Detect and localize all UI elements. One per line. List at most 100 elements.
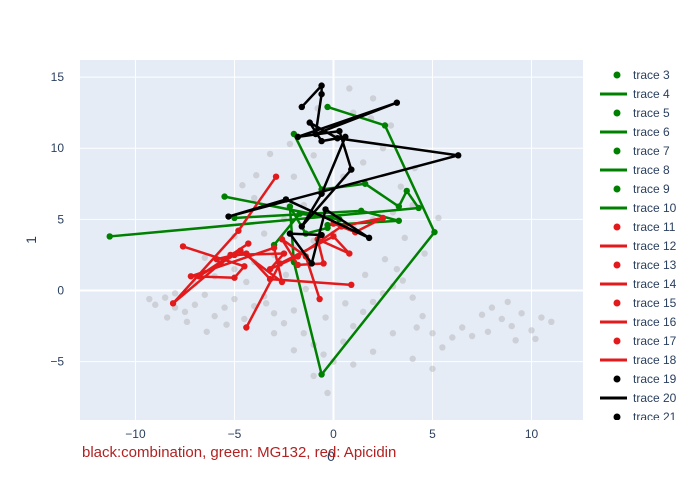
background-point bbox=[201, 254, 208, 261]
series-point bbox=[286, 230, 294, 237]
legend-item[interactable]: trace 21 bbox=[613, 410, 677, 424]
legend-item[interactable]: trace 18 bbox=[600, 353, 677, 367]
series-point bbox=[322, 206, 329, 213]
legend-item[interactable]: trace 8 bbox=[600, 163, 670, 177]
series-point bbox=[179, 243, 187, 250]
legend[interactable]: trace 3 trace 4 trace 5 trace 6 trace 7 trace… bbox=[600, 68, 677, 424]
legend-label: trace 17 bbox=[633, 334, 677, 348]
legend-label: trace 13 bbox=[633, 258, 677, 272]
legend-item[interactable]: trace 11 bbox=[613, 220, 676, 234]
background-point bbox=[146, 295, 153, 303]
background-point bbox=[239, 182, 246, 189]
series-point bbox=[272, 173, 280, 180]
series-point bbox=[306, 119, 313, 126]
background-point bbox=[231, 265, 238, 273]
legend-label: trace 11 bbox=[633, 220, 676, 234]
series-point bbox=[169, 300, 177, 307]
legend-item[interactable]: trace 16 bbox=[600, 315, 677, 329]
series-point bbox=[227, 251, 234, 259]
background-point bbox=[518, 310, 525, 317]
series-point bbox=[379, 214, 387, 222]
series-point bbox=[381, 122, 389, 129]
legend-item[interactable]: trace 4 bbox=[600, 87, 670, 101]
background-point bbox=[163, 314, 171, 321]
x-tick-label: −10 bbox=[125, 427, 146, 441]
series-point bbox=[316, 295, 323, 303]
series-point bbox=[318, 82, 325, 89]
background-point bbox=[181, 308, 189, 316]
series-point bbox=[346, 250, 353, 257]
x-axis-title: 0 bbox=[327, 448, 335, 464]
series-point bbox=[298, 223, 305, 230]
background-point bbox=[282, 271, 290, 279]
series-point bbox=[294, 133, 302, 141]
legend-label: trace 12 bbox=[633, 239, 677, 253]
legend-label: trace 16 bbox=[633, 315, 677, 329]
background-point bbox=[381, 256, 389, 263]
background-point bbox=[241, 315, 248, 323]
legend-item[interactable]: trace 12 bbox=[600, 239, 677, 253]
series-point bbox=[231, 274, 238, 281]
legend-item[interactable]: trace 6 bbox=[600, 125, 670, 139]
background-point bbox=[449, 334, 456, 341]
legend-item[interactable]: trace 15 bbox=[613, 296, 677, 310]
background-point bbox=[223, 321, 230, 328]
series-point bbox=[225, 213, 232, 220]
legend-label: trace 3 bbox=[633, 68, 670, 82]
background-point bbox=[300, 330, 307, 337]
background-point bbox=[468, 332, 476, 340]
series-point bbox=[286, 203, 294, 210]
background-point bbox=[369, 298, 377, 306]
series-point bbox=[431, 228, 438, 236]
y-tick-label: 10 bbox=[51, 141, 65, 155]
series-point bbox=[235, 227, 242, 234]
legend-item[interactable]: trace 10 bbox=[600, 201, 677, 215]
legend-item[interactable]: trace 19 bbox=[613, 372, 677, 386]
legend-label: trace 15 bbox=[633, 296, 677, 310]
legend-item[interactable]: trace 7 bbox=[613, 144, 671, 158]
background-point bbox=[280, 320, 288, 327]
series-point bbox=[330, 233, 337, 240]
legend-item[interactable]: trace 17 bbox=[613, 334, 677, 348]
background-point bbox=[387, 122, 395, 129]
legend-label: trace 9 bbox=[633, 182, 670, 196]
legend-marker bbox=[613, 71, 621, 79]
background-point bbox=[290, 307, 298, 314]
series-layer bbox=[106, 82, 462, 378]
series-point bbox=[334, 135, 341, 142]
series-point bbox=[395, 217, 403, 224]
series-point bbox=[342, 133, 349, 141]
background-point bbox=[251, 194, 258, 202]
legend-label: trace 19 bbox=[633, 372, 677, 386]
y-tick-label: 0 bbox=[57, 284, 64, 298]
legend-item[interactable]: trace 14 bbox=[600, 277, 677, 291]
series-point bbox=[365, 234, 373, 242]
legend-item[interactable]: trace 3 bbox=[613, 68, 671, 82]
legend-item[interactable]: trace 13 bbox=[613, 258, 677, 272]
legend-item[interactable]: trace 20 bbox=[600, 391, 677, 405]
legend-item[interactable]: trace 5 bbox=[613, 106, 671, 120]
legend-marker bbox=[613, 375, 621, 383]
y-tick-label: −5 bbox=[50, 355, 64, 369]
series-point bbox=[361, 180, 369, 187]
series-point bbox=[187, 273, 195, 280]
plot-background bbox=[80, 60, 583, 420]
x-tick-label: 0 bbox=[330, 427, 337, 441]
background-point bbox=[419, 312, 426, 320]
series-point bbox=[294, 253, 302, 260]
series-point bbox=[221, 193, 228, 200]
series-point bbox=[403, 187, 410, 195]
background-point bbox=[310, 152, 317, 159]
legend-item[interactable]: trace 9 bbox=[613, 182, 671, 196]
series-point bbox=[395, 203, 403, 210]
background-point bbox=[369, 95, 377, 102]
background-point bbox=[211, 312, 218, 320]
background-point bbox=[266, 150, 274, 158]
background-point bbox=[191, 301, 199, 308]
background-point bbox=[270, 310, 278, 317]
series-point bbox=[213, 256, 220, 263]
background-point bbox=[359, 308, 367, 316]
series-point bbox=[312, 130, 319, 138]
background-point bbox=[260, 230, 268, 237]
